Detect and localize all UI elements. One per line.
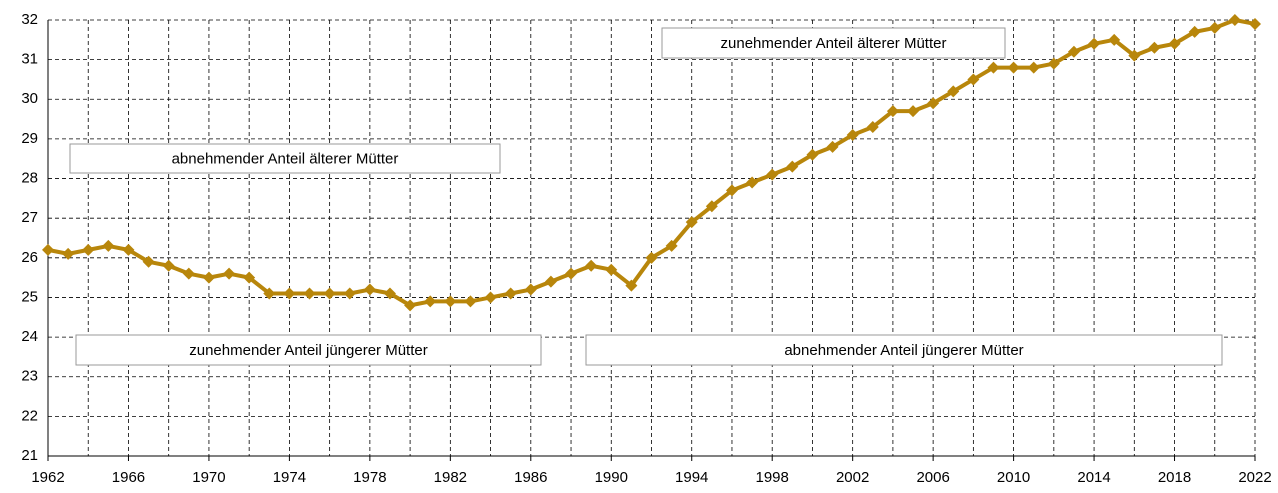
data-point: [725, 184, 738, 197]
x-tick-label: 2018: [1158, 469, 1191, 486]
data-point: [886, 105, 899, 118]
data-point: [1108, 33, 1121, 46]
data-point: [846, 128, 859, 141]
y-tick-label: 21: [21, 447, 38, 464]
data-point: [42, 243, 54, 256]
data-point: [1027, 61, 1040, 74]
data-point: [444, 295, 457, 308]
data-point: [826, 140, 839, 153]
annotation: abnehmender Anteil älterer Mütter: [172, 150, 399, 167]
x-tick-label: 1970: [192, 469, 225, 486]
data-point: [907, 105, 920, 118]
data-point: [1208, 21, 1221, 34]
annotation-box: [75, 334, 542, 366]
data-point: [1249, 17, 1261, 30]
data-point: [243, 271, 256, 284]
data-point: [806, 148, 819, 161]
data-point: [343, 287, 356, 300]
x-tick-label: 1982: [434, 469, 467, 486]
x-tick-label: 1994: [675, 469, 708, 486]
data-point: [565, 267, 578, 280]
data-point: [705, 200, 718, 213]
annotation: zunehmender Anteil jüngerer Mütter: [189, 342, 427, 359]
data-point: [303, 287, 316, 300]
data-point: [967, 73, 980, 86]
data-point: [122, 243, 135, 256]
y-tick-label: 23: [21, 368, 38, 385]
data-point: [323, 287, 336, 300]
x-tick-label: 2022: [1238, 469, 1271, 486]
y-tick-label: 28: [21, 170, 38, 187]
data-point: [62, 247, 75, 260]
annotation-box: [69, 143, 501, 174]
data-point: [625, 279, 638, 292]
x-tick-label: 1990: [595, 469, 628, 486]
data-point: [746, 176, 759, 189]
data-point: [464, 295, 477, 308]
y-tick-label: 31: [21, 51, 38, 68]
y-tick-label: 32: [21, 11, 38, 28]
y-tick-label: 27: [21, 209, 38, 226]
annotation: abnehmender Anteil jüngerer Mütter: [784, 342, 1023, 359]
data-point: [665, 239, 678, 252]
x-tick-label: 2010: [997, 469, 1030, 486]
data-point: [1088, 37, 1101, 50]
data-point: [1067, 45, 1080, 58]
data-point: [947, 85, 960, 98]
annotation: zunehmender Anteil älterer Mütter: [721, 35, 947, 52]
x-tick-label: 1978: [353, 469, 386, 486]
data-point: [605, 263, 618, 276]
data-point: [645, 251, 658, 264]
data-point: [866, 121, 879, 134]
data-point: [182, 267, 195, 280]
data-point: [927, 97, 940, 110]
data-point: [1128, 49, 1141, 62]
data-point: [1007, 61, 1020, 74]
data-point: [987, 61, 1000, 74]
x-tick-label: 1966: [112, 469, 145, 486]
data-point: [223, 267, 236, 280]
y-tick-label: 29: [21, 130, 38, 147]
data-point: [504, 287, 517, 300]
y-tick-label: 30: [21, 90, 38, 107]
x-tick-label: 1974: [273, 469, 306, 486]
y-tick-label: 26: [21, 249, 38, 266]
data-point: [1228, 14, 1241, 26]
data-point: [383, 287, 396, 300]
annotation-box: [661, 27, 1006, 59]
data-point: [142, 255, 155, 268]
data-point: [404, 299, 417, 312]
data-point: [484, 291, 497, 304]
data-point: [1148, 41, 1161, 54]
annotation-box: [585, 334, 1223, 366]
data-point: [283, 287, 296, 300]
data-point: [685, 216, 698, 229]
data-point: [766, 168, 779, 181]
data-point: [424, 295, 437, 308]
x-tick-label: 2006: [916, 469, 949, 486]
data-point: [1047, 57, 1060, 70]
y-tick-label: 25: [21, 288, 38, 305]
data-point: [263, 287, 276, 300]
y-tick-label: 22: [21, 407, 38, 424]
data-point: [202, 271, 215, 284]
data-point: [524, 283, 537, 296]
data-point: [82, 243, 95, 256]
data-point: [1168, 37, 1181, 50]
x-tick-label: 1986: [514, 469, 547, 486]
data-point: [162, 259, 175, 272]
data-point: [363, 283, 376, 296]
y-tick-label: 24: [21, 328, 38, 345]
x-tick-label: 1998: [756, 469, 789, 486]
x-tick-label: 2002: [836, 469, 869, 486]
x-tick-label: 2014: [1077, 469, 1110, 486]
data-point: [585, 259, 598, 272]
data-point: [544, 275, 557, 288]
data-point: [102, 239, 115, 252]
data-point: [1188, 25, 1201, 38]
x-tick-label: 1962: [31, 469, 64, 486]
data-point: [786, 160, 799, 173]
